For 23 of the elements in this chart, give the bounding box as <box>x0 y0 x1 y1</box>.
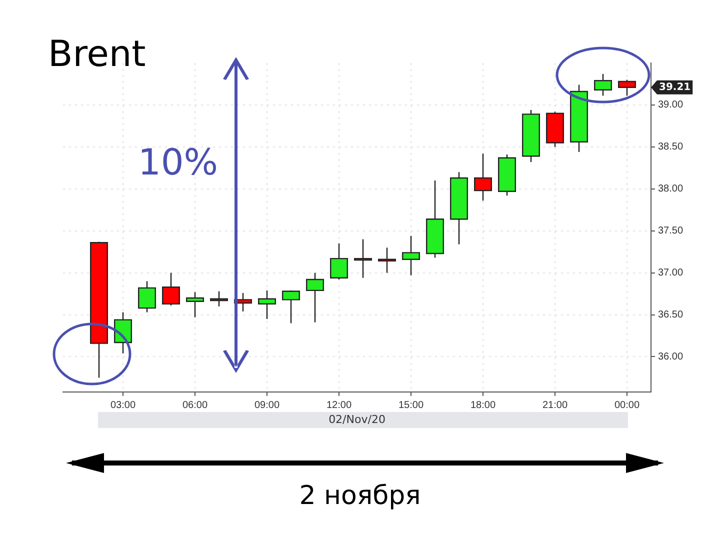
y-tick-label: 38.50 <box>658 142 684 153</box>
y-tick-label: 39.00 <box>658 100 684 111</box>
y-tick-label: 37.50 <box>658 226 684 237</box>
y-tick-label: 37.00 <box>658 268 684 279</box>
y-tick-label: 36.00 <box>658 352 684 362</box>
x-tick-label: 18:00 <box>470 400 496 411</box>
text: 39.21 <box>659 82 691 93</box>
candlestick <box>330 242 348 280</box>
x-tick-label: 12:00 <box>326 400 352 411</box>
y-tick-label: 36.50 <box>658 310 684 321</box>
x-axis-title: 02/Nov/20 <box>328 412 386 426</box>
annotation: 10% <box>138 142 218 184</box>
x-tick-label: 03:00 <box>110 400 136 411</box>
y-tick-label: 38.00 <box>658 184 684 195</box>
x-tick-label: 00:00 <box>614 400 640 411</box>
x-tick-label: 21:00 <box>542 400 568 411</box>
candlestick <box>138 280 156 313</box>
x-tick-label: 06:00 <box>182 400 208 411</box>
text: 2 ноября <box>299 480 421 511</box>
x-tick-label: 09:00 <box>254 400 280 411</box>
x-tick-label: 15:00 <box>398 400 424 411</box>
candlestick <box>162 272 180 306</box>
chart-title: Brent <box>48 34 146 75</box>
